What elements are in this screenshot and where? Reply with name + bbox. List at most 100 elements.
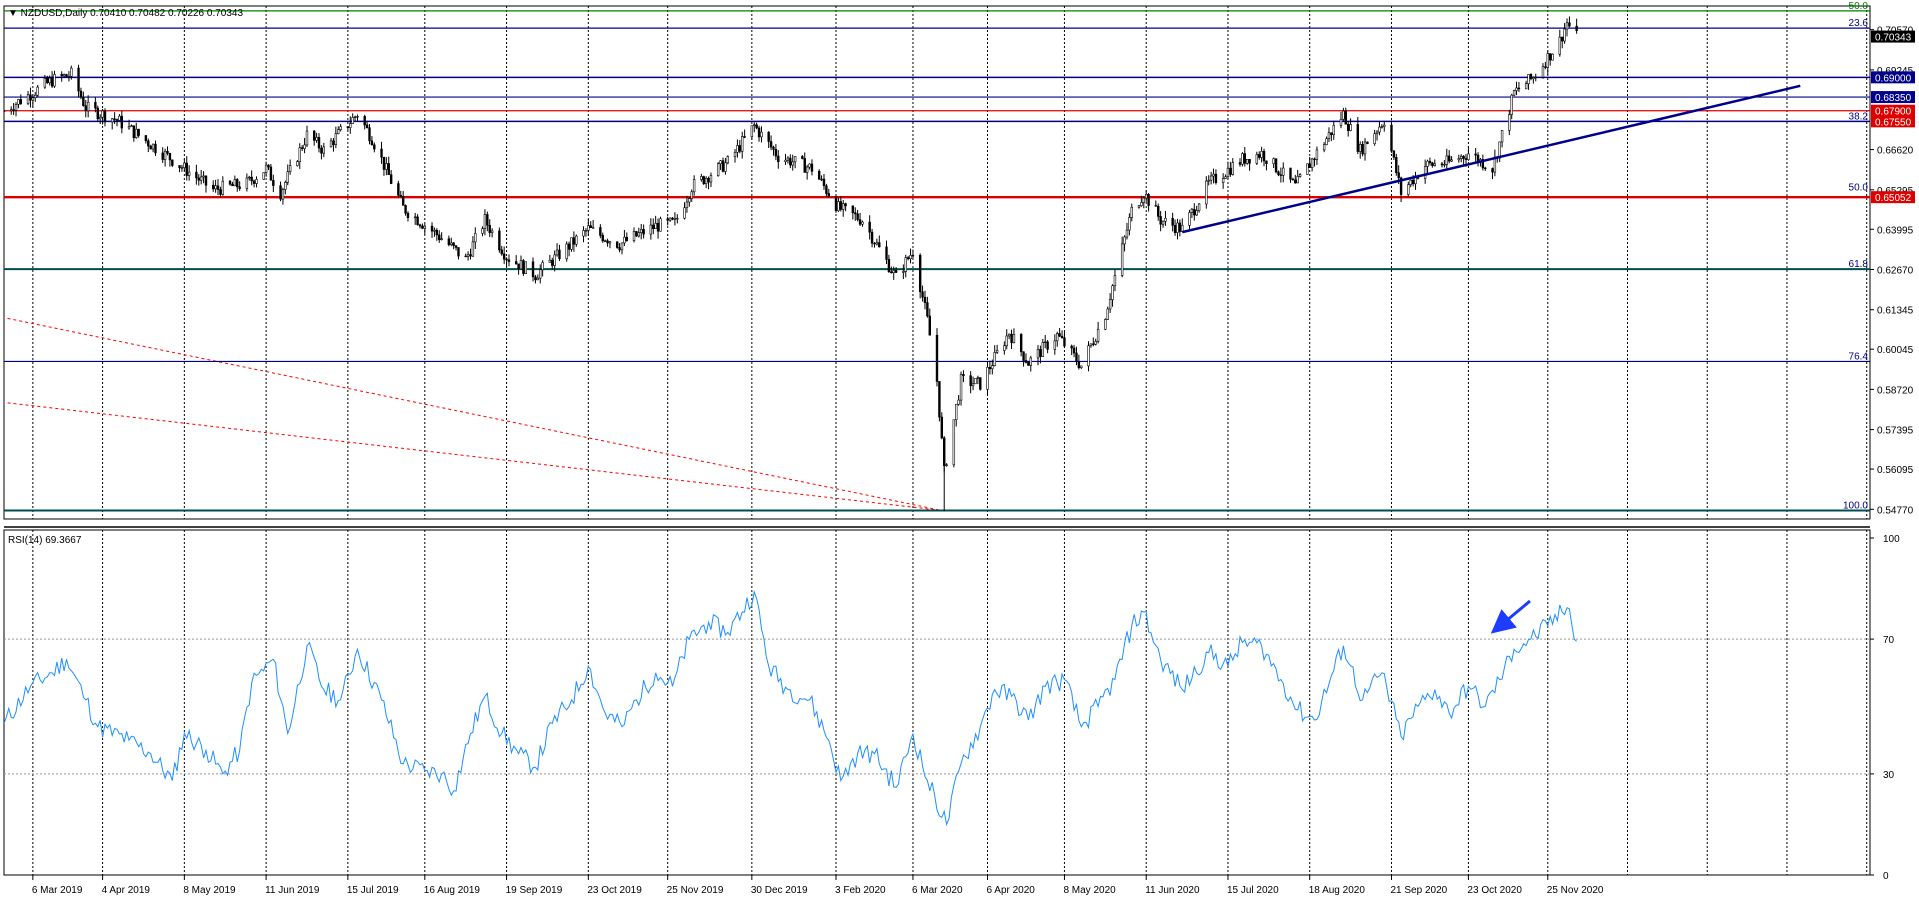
candle (750, 125, 754, 140)
candle (565, 241, 568, 262)
candle (716, 162, 720, 177)
candle (103, 108, 107, 127)
price-pane[interactable] (3, 5, 1871, 520)
candle (1164, 210, 1167, 226)
candle (649, 218, 653, 240)
candle (130, 124, 133, 127)
candle (892, 266, 895, 280)
candle (1104, 318, 1107, 331)
candle (524, 261, 528, 274)
candle (1395, 153, 1398, 176)
candle (555, 243, 559, 257)
candle (786, 156, 790, 164)
candle (1558, 29, 1562, 57)
candle (1154, 200, 1158, 207)
dotted-red-lines (4, 317, 942, 511)
candle (534, 274, 537, 284)
candle (839, 196, 843, 212)
candle (1484, 166, 1487, 171)
candle (1113, 269, 1117, 292)
candle (623, 229, 626, 246)
candle (262, 172, 265, 180)
candle (303, 137, 306, 154)
svg-text:0.65052: 0.65052 (1875, 193, 1912, 204)
candle (98, 114, 102, 125)
rsi-pane[interactable] (3, 529, 1871, 876)
candle (1561, 36, 1564, 49)
candle (1012, 328, 1016, 344)
candle (77, 64, 80, 98)
candle (84, 99, 87, 118)
candle (1296, 169, 1299, 184)
x-tick-label: 19 Sep 2019 (506, 885, 563, 896)
candle (1005, 329, 1008, 350)
rsi-annotation-arrow (1490, 599, 1531, 634)
candle (1060, 330, 1064, 339)
candle (363, 114, 366, 130)
candle (36, 84, 39, 97)
candle (1159, 210, 1162, 232)
candle (171, 159, 174, 167)
candle (654, 215, 657, 230)
candle (231, 181, 234, 187)
candle (62, 73, 66, 78)
candle (300, 145, 304, 151)
candle (618, 243, 621, 253)
candle (1226, 161, 1230, 180)
y-tick-label: 0.62670 (1877, 265, 1914, 276)
candle (137, 128, 140, 138)
candle (507, 254, 511, 267)
candle (517, 263, 520, 275)
x-tick-label: 6 Mar 2020 (912, 885, 963, 896)
candle (67, 71, 71, 82)
candle (457, 247, 460, 260)
trendline (1181, 84, 1801, 234)
candle (772, 145, 775, 156)
candle (505, 257, 508, 268)
x-tick-label: 15 Jul 2019 (347, 885, 399, 896)
candle (332, 138, 335, 152)
candle (399, 190, 402, 198)
candle (34, 92, 37, 102)
candle (1332, 120, 1335, 140)
candle (401, 190, 405, 206)
candle (741, 131, 744, 159)
candle (214, 179, 217, 193)
x-tick-label: 11 Jun 2020 (1145, 885, 1200, 896)
candle (185, 156, 188, 181)
candle (14, 102, 18, 117)
candle (1282, 162, 1285, 183)
candle (438, 230, 441, 243)
candle (481, 226, 484, 237)
candle (1173, 219, 1177, 236)
candle (471, 236, 475, 257)
candle (1072, 344, 1076, 358)
candle (406, 211, 410, 222)
candle (1457, 154, 1461, 163)
candle (1248, 159, 1251, 171)
x-tick-label: 18 Aug 2020 (1309, 885, 1366, 896)
candle (793, 156, 797, 169)
candle (1207, 175, 1210, 186)
candle (435, 228, 439, 241)
candle (212, 180, 215, 192)
candle (382, 156, 386, 176)
candle (926, 296, 929, 318)
candle (298, 143, 301, 169)
candle (1500, 129, 1504, 148)
candle (767, 131, 770, 149)
candle (151, 143, 155, 153)
price-chart-title: ▼ NZDUSD,Daily 0.70410 0.70482 0.70226 0… (8, 8, 243, 19)
candle (1510, 93, 1513, 120)
candle (822, 173, 826, 190)
candle (115, 118, 119, 127)
candle (380, 141, 383, 164)
candle (250, 170, 253, 186)
candle (1460, 154, 1463, 163)
candle (26, 91, 30, 106)
candle (1467, 146, 1470, 161)
candle (817, 169, 821, 180)
candle (842, 199, 845, 217)
candle (719, 160, 722, 170)
